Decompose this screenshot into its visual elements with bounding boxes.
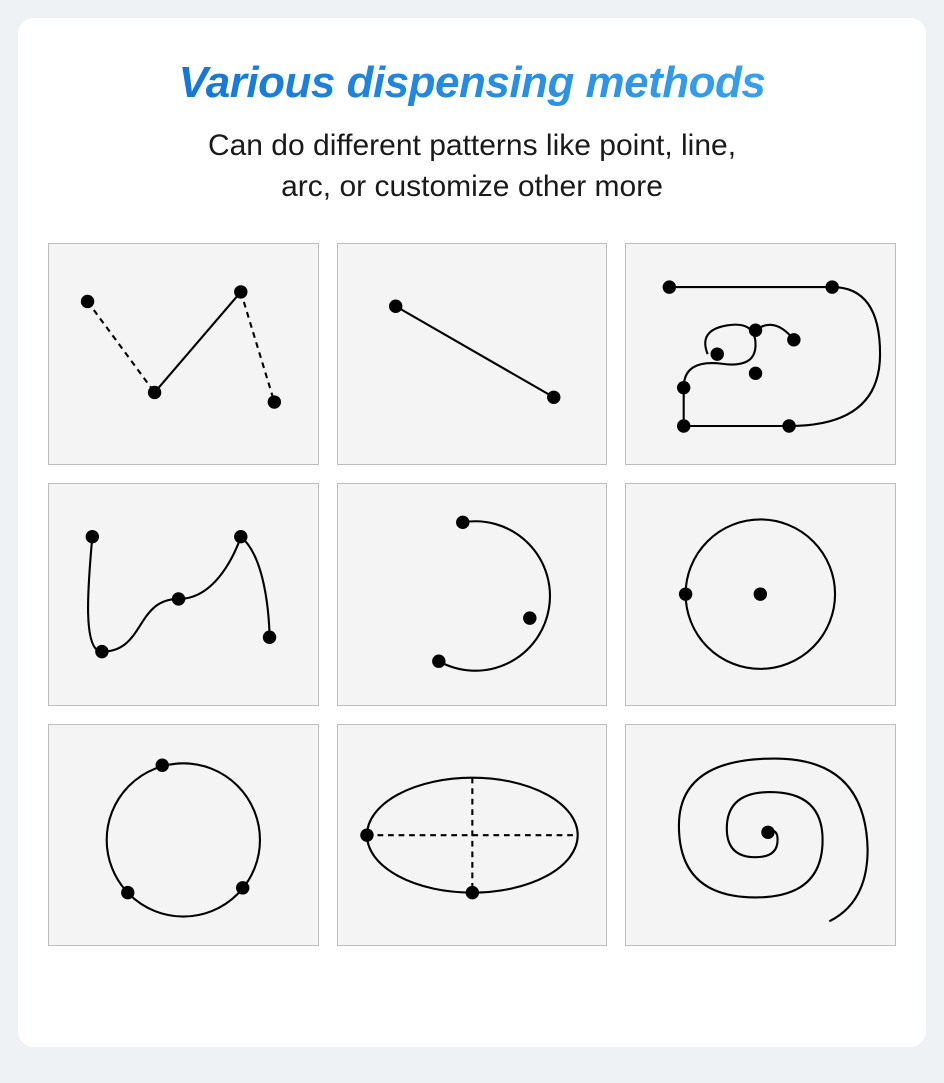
pattern-cell-spiral (625, 724, 896, 946)
page-subtitle: Can do different patterns like point, li… (48, 126, 896, 207)
pattern-svg-spiral (626, 725, 895, 945)
pattern-svg-circle-center-dot (626, 484, 895, 704)
subtitle-line-2: arc, or customize other more (281, 170, 663, 203)
page-title: Various dispensing methods (48, 58, 896, 108)
card: Various dispensing methods Can do differ… (18, 18, 926, 1047)
pattern-grid (48, 243, 896, 946)
pattern-cell-circle-center-dot (625, 483, 896, 705)
pattern-cell-open-arc (337, 483, 608, 705)
pattern-svg-zigzag-dashed (49, 244, 318, 464)
pattern-svg-open-arc (338, 484, 607, 704)
pattern-svg-s-curve (49, 484, 318, 704)
pattern-svg-complex-curve (626, 244, 895, 464)
pattern-svg-straight-line (338, 244, 607, 464)
subtitle-line-1: Can do different patterns like point, li… (208, 129, 736, 162)
pattern-cell-straight-line (337, 243, 608, 465)
pattern-cell-ellipse-cross (337, 724, 608, 946)
pattern-cell-circle-3pts (48, 724, 319, 946)
pattern-cell-complex-curve (625, 243, 896, 465)
pattern-cell-zigzag-dashed (48, 243, 319, 465)
pattern-svg-circle-3pts (49, 725, 318, 945)
pattern-cell-s-curve (48, 483, 319, 705)
pattern-svg-ellipse-cross (338, 725, 607, 945)
